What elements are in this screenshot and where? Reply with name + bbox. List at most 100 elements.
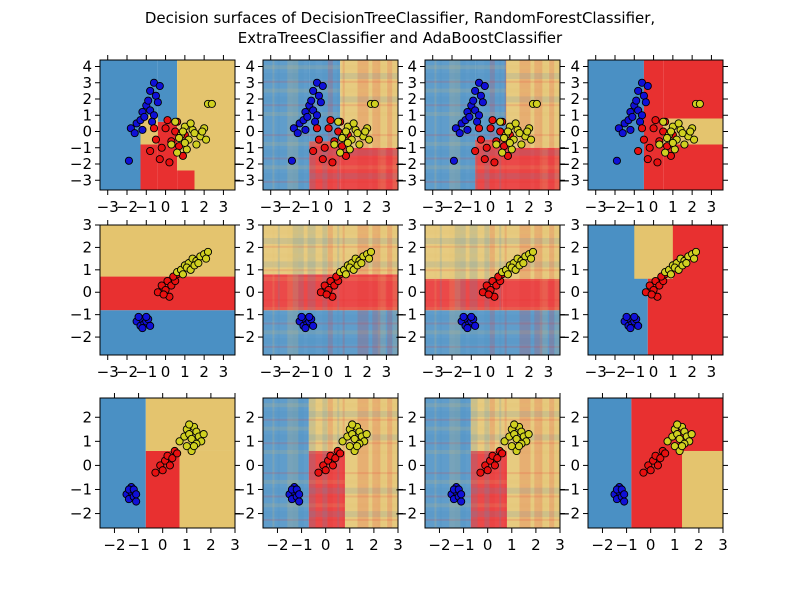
data-point xyxy=(155,81,164,91)
data-point xyxy=(528,247,538,256)
data-point xyxy=(639,135,648,144)
x-tick-label: 3 xyxy=(382,363,392,381)
surface-stripe xyxy=(263,173,398,180)
data-point xyxy=(653,158,662,167)
data-point xyxy=(165,461,174,470)
y-tick-label: 1 xyxy=(570,432,580,450)
data-point xyxy=(361,127,370,136)
surface-stripe xyxy=(425,306,560,311)
data-point xyxy=(124,156,133,165)
data-point xyxy=(490,461,499,470)
data-point xyxy=(646,466,655,475)
surface-stripe xyxy=(287,225,299,355)
data-point xyxy=(469,96,478,105)
surface-stripe xyxy=(425,261,560,268)
data-point xyxy=(490,158,499,167)
surface-stripe xyxy=(377,398,386,528)
data-point xyxy=(175,133,184,143)
surface-region xyxy=(263,398,309,528)
data-point xyxy=(653,461,662,470)
surface-stripe xyxy=(357,398,369,528)
surface-stripe xyxy=(454,225,466,355)
x-tick-label: 3 xyxy=(219,198,229,216)
x-tick-label: 2 xyxy=(362,198,372,216)
surface-stripe xyxy=(549,398,555,528)
data-point xyxy=(682,259,691,268)
surface-stripe xyxy=(263,238,398,244)
surface-stripe xyxy=(263,487,398,494)
data-point xyxy=(517,140,526,149)
y-tick-label: 3 xyxy=(407,216,417,234)
data-point xyxy=(341,127,350,136)
data-point xyxy=(637,124,647,133)
surface-stripe xyxy=(425,411,560,417)
surface-stripe xyxy=(434,398,437,528)
surface-stripe xyxy=(263,245,398,248)
y-tick-label: −1 xyxy=(70,480,92,498)
data-point xyxy=(639,468,648,477)
surface-stripe xyxy=(539,60,548,190)
y-tick-label: 2 xyxy=(570,90,580,108)
data-point xyxy=(173,449,182,458)
x-tick-label: 1 xyxy=(670,536,680,554)
surface-stripe xyxy=(307,60,316,190)
x-tick-label: 1 xyxy=(668,198,678,216)
y-tick-label: 1 xyxy=(245,106,255,124)
x-tick-label: 0 xyxy=(324,363,334,381)
data-point xyxy=(514,442,524,451)
data-point xyxy=(178,270,187,279)
x-tick-label: 2 xyxy=(531,536,541,554)
data-point xyxy=(350,434,359,443)
x-tick-label: −3 xyxy=(422,363,444,381)
data-point xyxy=(175,437,184,446)
x-tick-label: −2 xyxy=(116,198,138,216)
data-point xyxy=(524,430,533,439)
data-point xyxy=(641,98,650,107)
y-tick-label: −2 xyxy=(70,328,92,346)
surface-stripe xyxy=(263,403,398,408)
data-point xyxy=(312,124,322,133)
data-point xyxy=(301,324,310,333)
y-tick-label: −1 xyxy=(558,480,580,498)
y-tick-label: −1 xyxy=(233,480,255,498)
surface-stripe xyxy=(425,88,560,93)
data-point xyxy=(663,437,672,446)
data-point xyxy=(465,112,474,121)
data-point xyxy=(643,155,652,164)
data-point xyxy=(357,259,366,268)
surface-stripe xyxy=(263,511,398,518)
data-point xyxy=(480,155,489,164)
data-point xyxy=(330,140,339,149)
data-point xyxy=(482,143,491,152)
x-tick-label: −2 xyxy=(266,536,288,554)
y-tick-label: 3 xyxy=(82,74,92,92)
data-point xyxy=(510,420,519,429)
data-point xyxy=(159,290,168,299)
y-tick-label: −1 xyxy=(558,139,580,157)
data-point xyxy=(338,133,347,143)
y-tick-label: 0 xyxy=(245,123,255,141)
surface-stripe xyxy=(263,157,398,160)
data-point xyxy=(132,490,141,499)
x-tick-label: 2 xyxy=(687,363,697,381)
data-point xyxy=(158,466,167,475)
x-tick-label: 0 xyxy=(161,198,171,216)
surface-stripe xyxy=(499,225,502,355)
data-point xyxy=(321,466,330,475)
x-tick-label: −2 xyxy=(116,363,138,381)
y-tick-label: −3 xyxy=(70,171,92,189)
surface-stripe xyxy=(425,112,560,116)
surface-stripe xyxy=(434,60,437,190)
y-tick-label: −1 xyxy=(395,139,417,157)
surface-stripe xyxy=(425,230,560,235)
surface-stripe xyxy=(425,479,560,484)
surface-stripe xyxy=(263,434,398,441)
surface-stripe xyxy=(549,60,555,190)
data-point xyxy=(140,112,149,121)
data-point xyxy=(316,98,325,107)
data-point xyxy=(680,140,689,149)
y-tick-label: 1 xyxy=(245,261,255,279)
y-tick-label: 1 xyxy=(570,106,580,124)
